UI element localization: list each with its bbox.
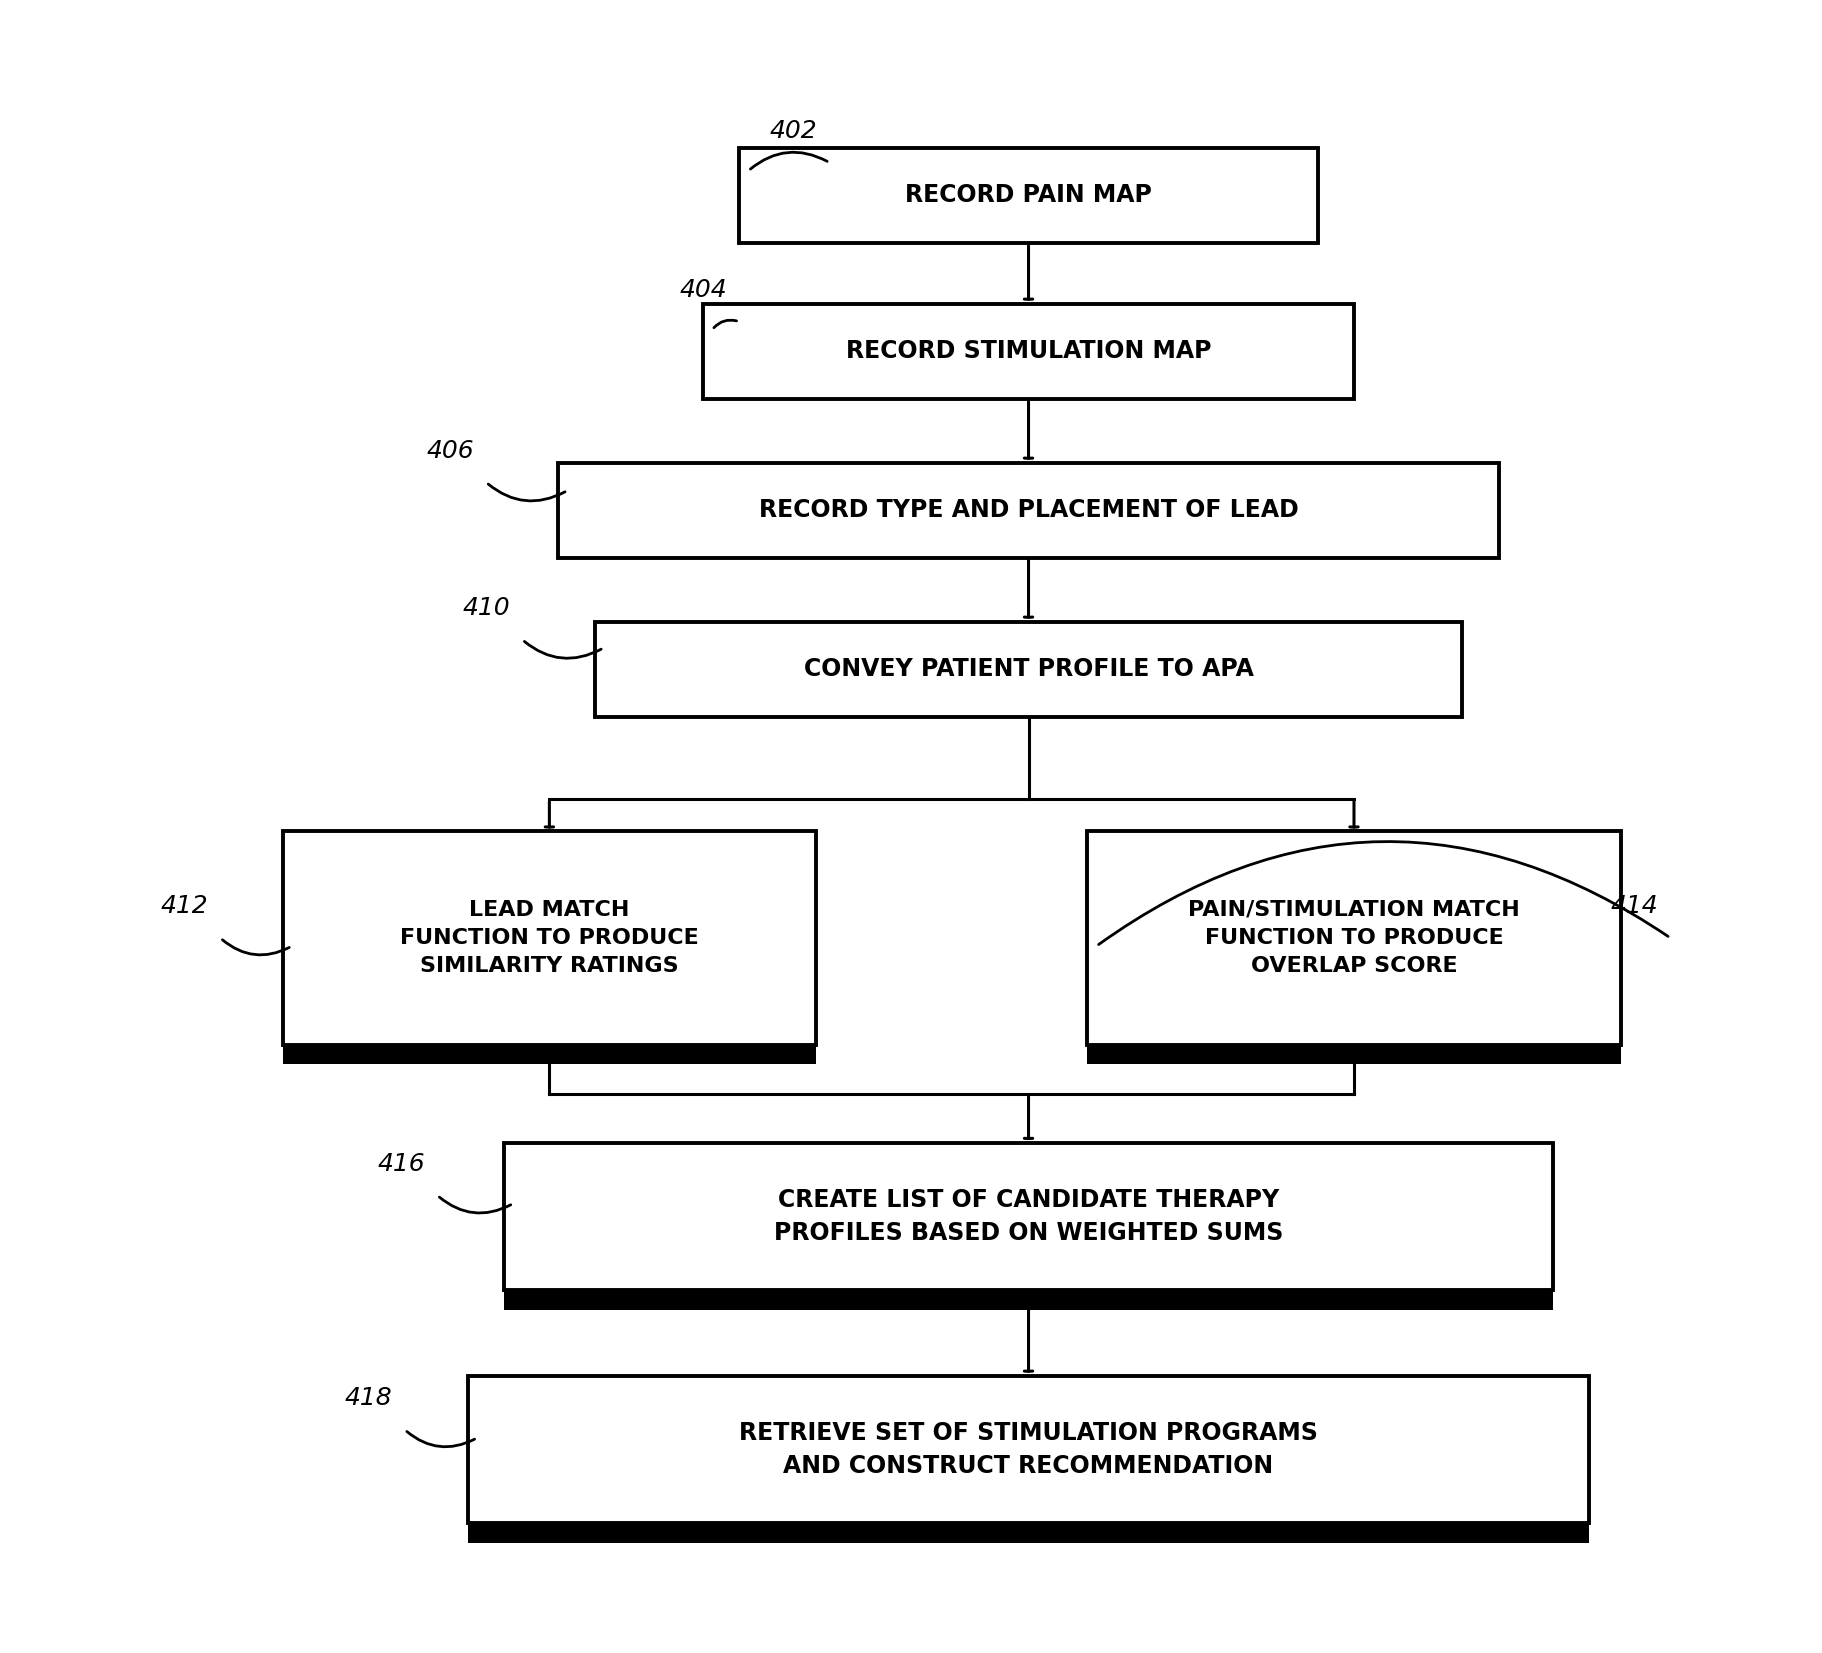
Bar — [1088, 831, 1622, 1045]
Text: RETRIEVE SET OF STIMULATION PROGRAMS
AND CONSTRUCT RECOMMENDATION: RETRIEVE SET OF STIMULATION PROGRAMS AND… — [740, 1420, 1317, 1478]
Text: CONVEY PATIENT PROFILE TO APA: CONVEY PATIENT PROFILE TO APA — [804, 658, 1254, 681]
Text: LEAD MATCH
FUNCTION TO PRODUCE
SIMILARITY RATINGS: LEAD MATCH FUNCTION TO PRODUCE SIMILARIT… — [401, 899, 700, 975]
Text: RECORD STIMULATION MAP: RECORD STIMULATION MAP — [845, 339, 1212, 364]
Bar — [703, 304, 1354, 398]
Text: 402: 402 — [769, 119, 818, 144]
Bar — [558, 463, 1500, 557]
Text: 418: 418 — [344, 1385, 392, 1410]
Text: 406: 406 — [426, 438, 474, 463]
Text: 410: 410 — [463, 597, 510, 620]
Text: RECORD TYPE AND PLACEMENT OF LEAD: RECORD TYPE AND PLACEMENT OF LEAD — [758, 498, 1299, 522]
Bar — [282, 831, 816, 1045]
Bar — [1088, 1045, 1622, 1065]
Text: 404: 404 — [680, 278, 727, 302]
Text: 412: 412 — [160, 894, 208, 919]
Bar — [468, 1522, 1589, 1542]
Bar — [505, 1291, 1552, 1311]
Text: PAIN/STIMULATION MATCH
FUNCTION TO PRODUCE
OVERLAP SCORE: PAIN/STIMULATION MATCH FUNCTION TO PRODU… — [1188, 899, 1520, 975]
Text: 414: 414 — [1611, 894, 1658, 919]
Bar — [594, 622, 1463, 717]
Bar — [740, 147, 1317, 243]
Text: RECORD PAIN MAP: RECORD PAIN MAP — [906, 183, 1152, 207]
Text: CREATE LIST OF CANDIDATE THERAPY
PROFILES BASED ON WEIGHTED SUMS: CREATE LIST OF CANDIDATE THERAPY PROFILE… — [774, 1189, 1283, 1245]
Bar — [468, 1375, 1589, 1522]
Bar — [282, 1045, 816, 1065]
Bar — [505, 1142, 1552, 1291]
Text: 416: 416 — [377, 1152, 425, 1175]
